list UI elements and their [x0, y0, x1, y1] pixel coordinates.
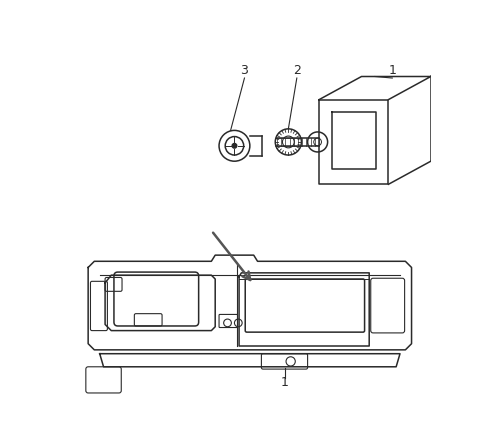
Text: 1: 1: [281, 376, 288, 389]
Text: 1: 1: [388, 64, 396, 77]
Text: 3: 3: [240, 64, 248, 77]
Text: 2: 2: [293, 64, 301, 77]
Circle shape: [232, 143, 237, 148]
